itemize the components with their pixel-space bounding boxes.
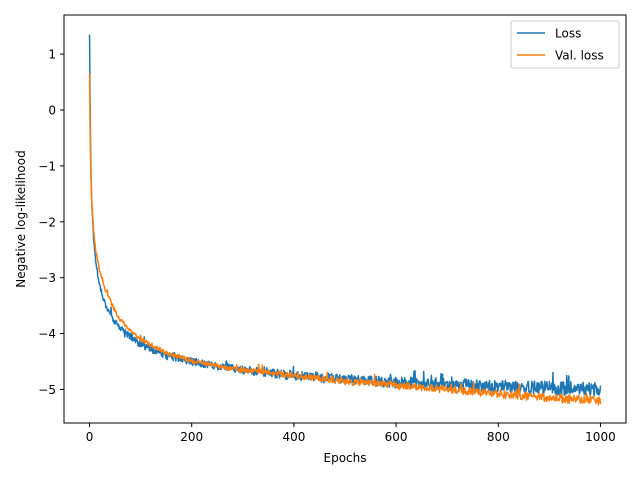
y-axis: 1 0 −1 −2 −3 −4 −5 [38,48,64,397]
y-tick-label: −2 [38,215,56,229]
y-tick-label: −5 [38,383,56,397]
x-tick-label: 800 [487,430,510,444]
x-tick-label: 1000 [585,430,616,444]
y-tick-label: 0 [48,104,56,118]
series-line-val-loss [88,73,602,406]
x-axis: 0 200 400 600 800 1000 [86,423,616,444]
x-axis-label: Epochs [324,451,367,465]
x-tick-label: 0 [86,430,94,444]
x-tick-label: 400 [282,430,305,444]
legend-label-val-loss: Val. loss [555,49,604,63]
x-tick-label: 200 [180,430,203,444]
y-tick-label: −4 [38,327,56,341]
plot-area [88,34,602,406]
series-line-loss [88,34,602,397]
y-tick-label: 1 [48,48,56,62]
y-axis-label: Negative log-likelihood [14,150,28,287]
plot-frame [63,14,627,424]
legend: Loss Val. loss [510,20,620,69]
x-tick-label: 600 [385,430,408,444]
legend-label-loss: Loss [555,27,581,41]
y-tick-label: −1 [38,159,56,173]
y-tick-label: −3 [38,271,56,285]
